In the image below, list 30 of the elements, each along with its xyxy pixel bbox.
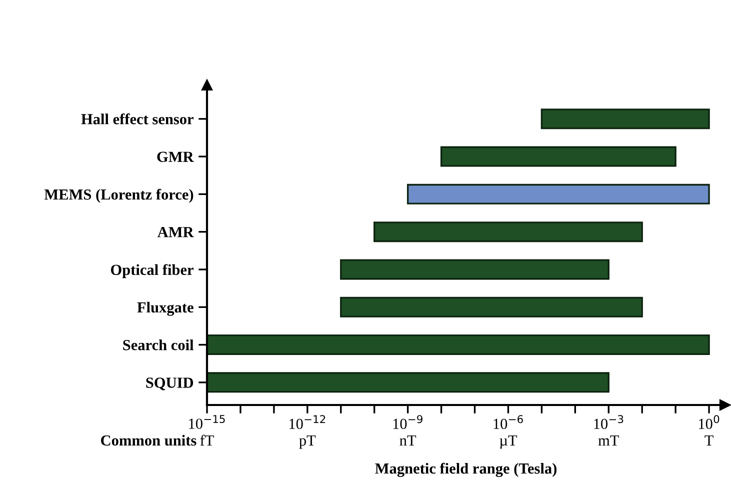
text: µT <box>500 435 518 449</box>
bar <box>440 146 676 167</box>
bar <box>374 222 643 242</box>
text: nT <box>400 435 416 446</box>
text: fT <box>200 434 214 446</box>
bar <box>340 296 643 318</box>
y-tick-label: Hall effect sensor <box>81 113 194 124</box>
x-tick-label: 10$^{0}$ <box>698 415 720 430</box>
bar <box>207 334 710 356</box>
bar <box>406 184 710 204</box>
y-tick-label: Fluxgate <box>137 302 194 316</box>
bar <box>340 259 610 280</box>
x-tick-label: 10$^{−15}$ <box>189 415 225 429</box>
y-tick-label: SQUID <box>146 378 194 390</box>
text: T <box>704 435 714 446</box>
y-tick-label: MEMS (Lorentz force) <box>44 188 194 203</box>
text: pT <box>299 435 316 449</box>
text: Common units <box>101 434 196 446</box>
x-axis-title: Magnetic field range (Tesla) <box>375 462 556 477</box>
bar <box>207 372 610 393</box>
y-tick-label: GMR <box>157 152 194 162</box>
y-tick-label: Search coil <box>123 339 194 350</box>
x-tick-label: 10$^{−9}$ <box>393 415 422 430</box>
y-tick-label: Optical fiber <box>110 264 194 278</box>
x-tick-label: 10$^{−6}$ <box>494 415 523 430</box>
bar <box>540 108 710 130</box>
x-tick-label: 10$^{−3}$ <box>594 415 624 430</box>
text: mT <box>598 435 619 446</box>
x-tick-label: 10$^{−12}$ <box>290 415 326 430</box>
y-tick-label: AMR <box>157 227 194 238</box>
